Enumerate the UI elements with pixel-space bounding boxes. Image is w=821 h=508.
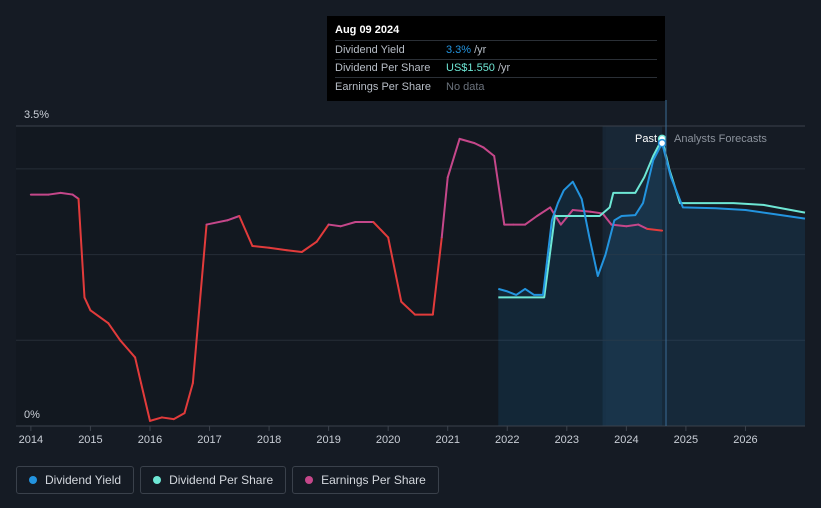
legend-dot-icon — [153, 476, 162, 484]
earnings-per-share-segment — [493, 155, 506, 226]
earnings-per-share-segment — [559, 209, 574, 226]
earnings-per-share-segment — [140, 382, 151, 422]
earnings-per-share-segment — [119, 339, 137, 359]
tooltip-value: US$1.550 — [446, 62, 495, 75]
past-label: Past — [635, 133, 657, 145]
earnings-per-share-segment — [172, 412, 186, 421]
earnings-per-share-segment — [646, 227, 664, 232]
legend-label: Dividend Yield — [45, 473, 122, 487]
legend-label: Earnings Per Share — [321, 473, 426, 487]
dividend-per-share-line — [498, 137, 806, 299]
earnings-per-share-segment — [251, 245, 271, 249]
tooltip-row-dividend-per-share: Dividend Per Share US$1.550 /yr — [335, 58, 657, 78]
earnings-per-share-segment — [285, 249, 303, 253]
legend-dot-icon — [29, 476, 37, 484]
tooltip-value: 3.3% — [446, 43, 472, 56]
x-tick-label: 2024 — [614, 434, 638, 446]
earnings-per-share-segment — [59, 191, 74, 196]
x-tick-label: 2015 — [78, 434, 102, 446]
x-tick-label: 2022 — [495, 434, 519, 446]
earnings-per-share-segment — [458, 137, 476, 145]
x-tick-label: 2014 — [19, 434, 43, 446]
tooltip-row-earnings-per-share: Earnings Per Share No data — [335, 77, 657, 96]
earnings-per-share-segment — [83, 296, 92, 312]
dividend-yield-marker — [657, 138, 667, 148]
x-tick-label: 2026 — [733, 434, 757, 446]
earnings-per-share-segment — [89, 309, 110, 325]
earnings-per-share-segment — [191, 223, 208, 385]
past-shaded-area — [16, 126, 606, 426]
x-tick-label: 2025 — [674, 434, 698, 446]
earnings-per-share-segment — [107, 322, 122, 342]
forecast-band-rect — [602, 126, 663, 426]
earnings-per-share-segment — [625, 223, 640, 228]
earnings-per-share-segment — [205, 219, 229, 226]
earnings-per-share-segment — [536, 206, 552, 217]
earnings-per-share-segment — [300, 240, 318, 253]
earnings-per-share-segment — [372, 221, 390, 239]
forecast-label: Analysts Forecasts — [674, 133, 767, 145]
tooltip-unit: /yr — [474, 43, 487, 56]
earnings-per-share-segment — [339, 221, 357, 228]
x-tick-label: 2019 — [316, 434, 340, 446]
x-tick-label: 2017 — [197, 434, 221, 446]
earnings-per-share-segment — [431, 236, 443, 316]
y-axis-top-label: 3.5% — [24, 109, 49, 121]
earnings-per-share-segment — [601, 212, 613, 226]
legend-dot-icon — [305, 476, 314, 484]
earnings-per-share-segment — [571, 209, 592, 213]
earnings-per-share-segment — [440, 176, 449, 239]
earnings-per-share-segment — [160, 416, 175, 421]
earnings-per-share-segment — [183, 382, 194, 415]
earnings-per-share-segment — [446, 137, 461, 179]
earnings-per-share-segment — [482, 146, 496, 157]
tooltip-value: No data — [446, 80, 485, 93]
earnings-per-share-segment — [387, 236, 403, 303]
x-tick-label: 2021 — [435, 434, 459, 446]
y-axis-bottom-label: 0% — [24, 409, 40, 421]
earnings-per-share-segment — [134, 356, 143, 385]
tooltip-label: Dividend Yield — [335, 43, 405, 56]
series-areas — [498, 143, 805, 426]
legend-dividend-per-share[interactable]: Dividend Per Share — [140, 466, 287, 494]
earnings-per-share-segment — [238, 215, 254, 247]
earnings-per-share-segment — [268, 246, 288, 252]
earnings-per-share-segment — [400, 300, 416, 316]
tooltip-unit: /yr — [497, 62, 511, 75]
x-tick-label: 2016 — [138, 434, 162, 446]
dividend-yield-area — [498, 143, 805, 426]
forecast-band — [602, 126, 663, 426]
x-tick-label: 2018 — [257, 434, 281, 446]
tooltip-label: Dividend Per Share — [335, 62, 431, 75]
earnings-per-share-segment — [77, 197, 86, 299]
tooltip-date: Aug 09 2024 — [335, 24, 400, 36]
earnings-per-share-segment — [315, 223, 330, 243]
earnings-per-share-segment — [71, 193, 80, 200]
dividend-yield-line — [498, 142, 806, 296]
x-tick-label: 2020 — [376, 434, 400, 446]
earnings-per-share-segment — [524, 215, 539, 226]
series-lines — [29, 137, 806, 422]
legend: Dividend Yield Dividend Per Share Earnin… — [16, 466, 439, 494]
legend-label: Dividend Per Share — [169, 473, 274, 487]
earnings-per-share-segment — [148, 416, 163, 422]
x-tick-label: 2023 — [555, 434, 579, 446]
x-axis-ticks: 2014 2015 2016 2017 2018 2019 2020 2021 2022 2023… — [19, 426, 758, 446]
earnings-per-share-segment — [637, 223, 649, 230]
tooltip: Aug 09 2024 Dividend Yield 3.3% /yr Divi… — [327, 16, 665, 101]
earnings-per-share-segment — [327, 223, 342, 228]
earnings-per-share-segment — [589, 210, 604, 215]
earnings-per-share-segment — [473, 142, 485, 149]
legend-earnings-per-share[interactable]: Earnings Per Share — [292, 466, 439, 494]
legend-dividend-yield[interactable]: Dividend Yield — [16, 466, 135, 494]
tooltip-row-dividend-yield: Dividend Yield 3.3% /yr — [335, 40, 657, 59]
tooltip-label: Earnings Per Share — [335, 80, 431, 93]
hover-markers — [657, 134, 667, 148]
earnings-per-share-segment — [226, 215, 241, 222]
earnings-per-share-segment — [47, 191, 62, 196]
